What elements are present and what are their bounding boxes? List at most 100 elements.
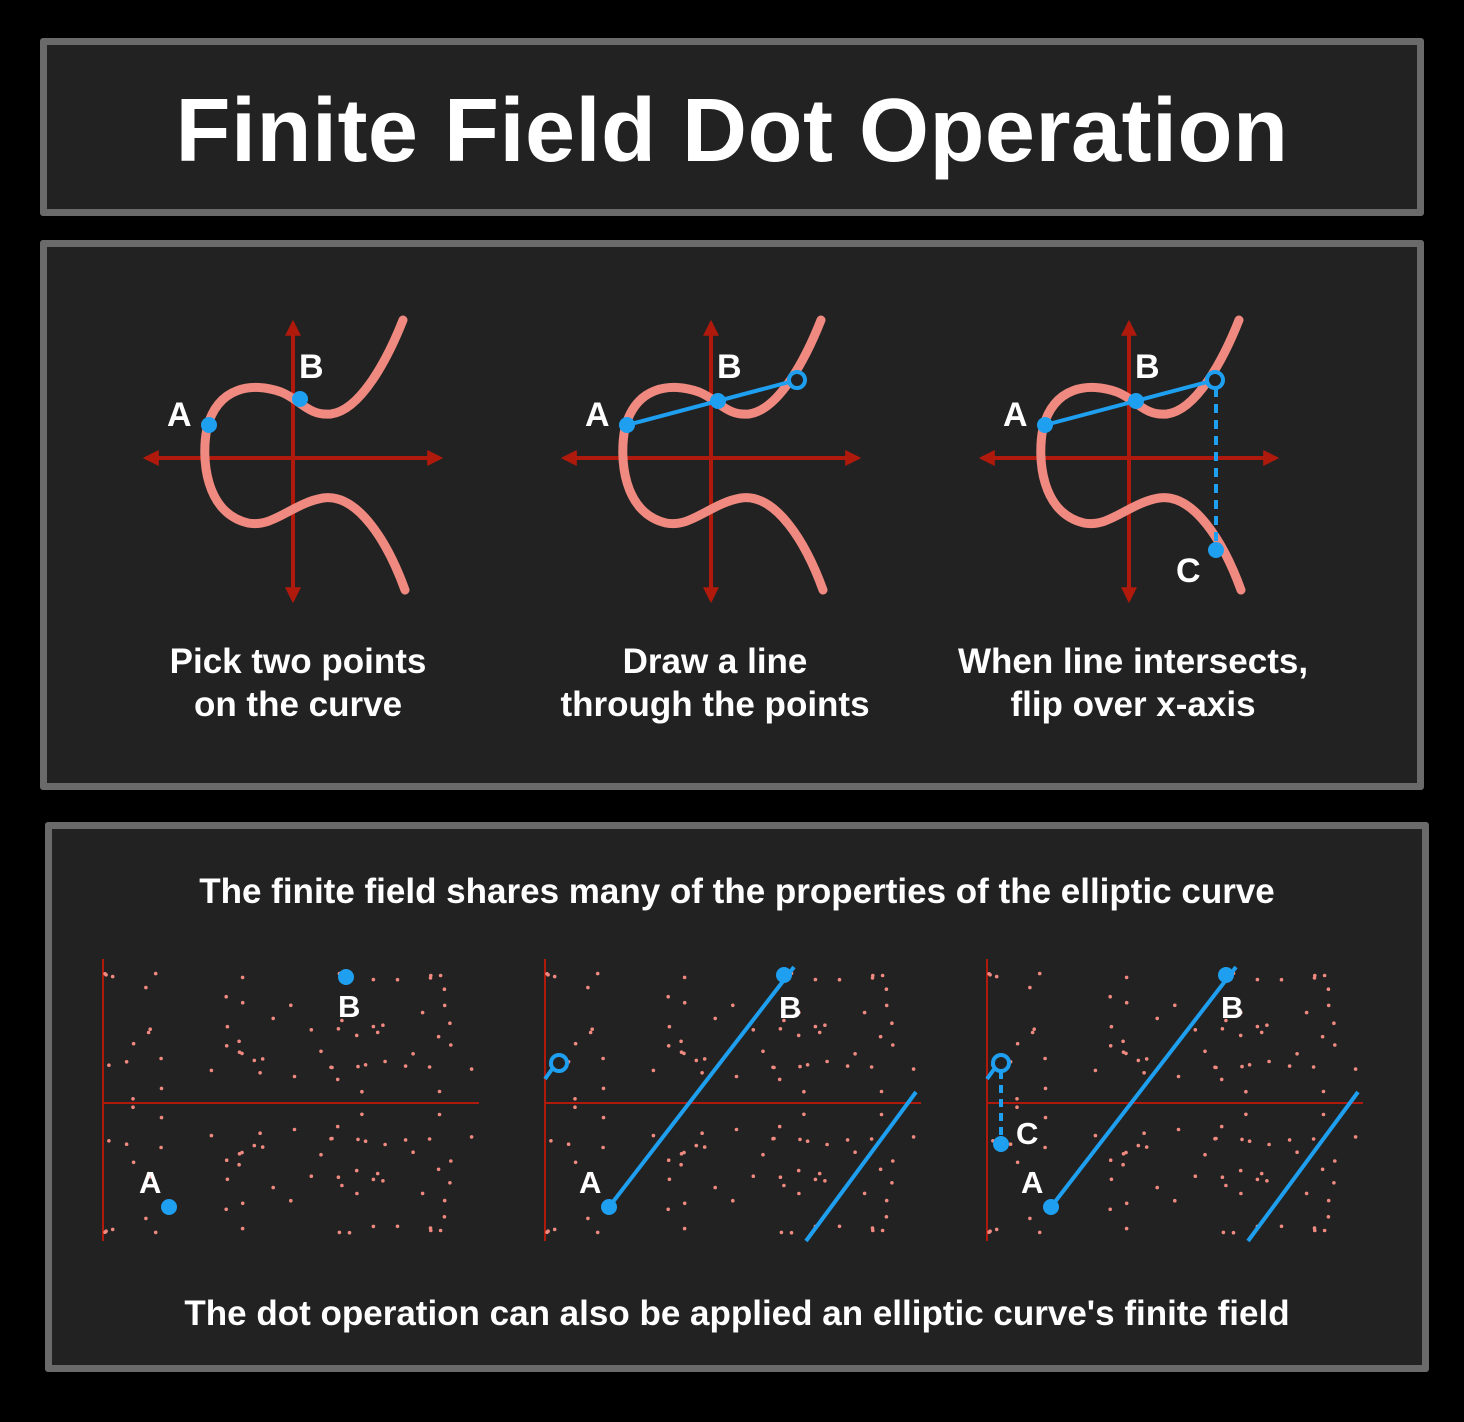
field-dot bbox=[879, 1112, 884, 1117]
field-dot bbox=[1142, 1131, 1146, 1135]
field-dot bbox=[289, 1003, 293, 1008]
field-dot bbox=[880, 973, 885, 978]
field-dot bbox=[319, 1152, 323, 1157]
wrap-line-segment-1 bbox=[1049, 965, 1238, 1209]
field-dot bbox=[1220, 1027, 1225, 1031]
field-dot bbox=[845, 1138, 850, 1142]
field-dot bbox=[1326, 1215, 1331, 1219]
field-dot bbox=[146, 1030, 151, 1035]
field-dot bbox=[667, 1024, 672, 1029]
field-dot bbox=[347, 1230, 352, 1235]
field-dot bbox=[1287, 1138, 1292, 1142]
field-dot bbox=[1030, 1171, 1035, 1176]
field-dot bbox=[1214, 1136, 1218, 1141]
point-b bbox=[1128, 393, 1144, 409]
field-dot bbox=[1244, 1112, 1248, 1117]
field-dot bbox=[546, 1229, 550, 1233]
field-dot bbox=[1193, 1174, 1198, 1178]
field-dot bbox=[679, 1039, 683, 1044]
field-dot bbox=[1332, 1181, 1336, 1185]
field-plot-2: B A bbox=[543, 959, 921, 1243]
field-dot bbox=[772, 1065, 776, 1070]
field-dot bbox=[1255, 977, 1260, 982]
field-plot-1: B A bbox=[102, 959, 479, 1241]
field-dot bbox=[1108, 1158, 1113, 1162]
label-b: B bbox=[779, 990, 801, 1025]
field-dot bbox=[1124, 975, 1129, 980]
field-dot bbox=[360, 1112, 364, 1117]
label-a: A bbox=[579, 1165, 601, 1200]
field-intro-text: The finite field shares many of the prop… bbox=[199, 872, 1275, 911]
field-dot bbox=[442, 987, 447, 991]
field-dot bbox=[994, 1227, 999, 1232]
label-a: A bbox=[139, 1165, 161, 1200]
point-b bbox=[710, 393, 726, 409]
field-dot bbox=[225, 1177, 230, 1182]
field-dot bbox=[731, 1003, 735, 1008]
field-dot bbox=[240, 1226, 245, 1231]
field-dot bbox=[395, 977, 400, 982]
field-dot bbox=[1015, 1160, 1020, 1165]
field-dot bbox=[1109, 1024, 1114, 1029]
field-dot bbox=[890, 1021, 894, 1025]
field-dot bbox=[1295, 1150, 1299, 1154]
label-c: C bbox=[1176, 552, 1201, 590]
field-dot bbox=[436, 1034, 441, 1039]
field-dot bbox=[131, 1041, 136, 1046]
field-dot bbox=[988, 973, 992, 977]
field-dot bbox=[335, 1124, 340, 1129]
field-dot bbox=[355, 1010, 359, 1015]
field-dot bbox=[1239, 1010, 1243, 1015]
label-c: C bbox=[1016, 1116, 1038, 1151]
field-dot bbox=[601, 1145, 605, 1150]
field-dot bbox=[1203, 1049, 1207, 1054]
field-dot bbox=[777, 1077, 782, 1082]
elliptic-curve-panel: A B A B A B C Pick two bbox=[40, 240, 1424, 790]
field-dot bbox=[566, 1142, 571, 1146]
field-dot bbox=[337, 1230, 342, 1235]
field-dot bbox=[797, 1010, 801, 1015]
field-dot bbox=[782, 1018, 786, 1023]
field-dot bbox=[1093, 1133, 1098, 1138]
field-dot bbox=[292, 1127, 297, 1132]
field-dot bbox=[586, 1216, 590, 1221]
field-dot bbox=[891, 1043, 895, 1047]
field-dot bbox=[1311, 1065, 1316, 1069]
field-dot bbox=[1142, 1071, 1146, 1075]
field-dot bbox=[429, 973, 433, 978]
field-dot bbox=[573, 1160, 578, 1165]
field-dot bbox=[1295, 1052, 1299, 1056]
field-dot bbox=[1093, 1068, 1098, 1073]
field-dot bbox=[469, 1135, 474, 1139]
field-dot bbox=[153, 1230, 158, 1235]
field-dot bbox=[1144, 1057, 1149, 1061]
field-dot bbox=[1155, 1185, 1159, 1190]
field-dot bbox=[309, 1174, 314, 1178]
field-dot bbox=[375, 1171, 380, 1176]
field-dot bbox=[124, 1060, 129, 1064]
field-dot bbox=[772, 1136, 776, 1141]
field-dot bbox=[1032, 1175, 1036, 1179]
field-dot bbox=[1144, 1145, 1149, 1149]
field-dot bbox=[110, 1227, 115, 1232]
field-dot bbox=[1136, 1143, 1141, 1148]
field-dot bbox=[911, 1135, 916, 1139]
point-b bbox=[338, 969, 354, 985]
field-dot bbox=[448, 1181, 452, 1185]
field-dot bbox=[356, 1137, 360, 1142]
field-dot bbox=[153, 971, 158, 976]
field-dot bbox=[225, 1024, 230, 1029]
field-dot bbox=[1287, 1064, 1292, 1068]
field-dot bbox=[1109, 1177, 1114, 1182]
field-dot bbox=[1219, 1124, 1224, 1129]
field-dot bbox=[798, 1064, 802, 1069]
field-dot bbox=[1239, 1191, 1243, 1196]
field-dot bbox=[1037, 1230, 1042, 1235]
field-dot bbox=[1326, 1198, 1331, 1203]
field-dot bbox=[449, 1043, 453, 1047]
field-dot bbox=[911, 1067, 916, 1071]
field-dot bbox=[1121, 1039, 1125, 1044]
field-dot bbox=[813, 977, 818, 982]
field-dot bbox=[853, 1150, 857, 1154]
field-dot bbox=[1322, 1228, 1327, 1233]
